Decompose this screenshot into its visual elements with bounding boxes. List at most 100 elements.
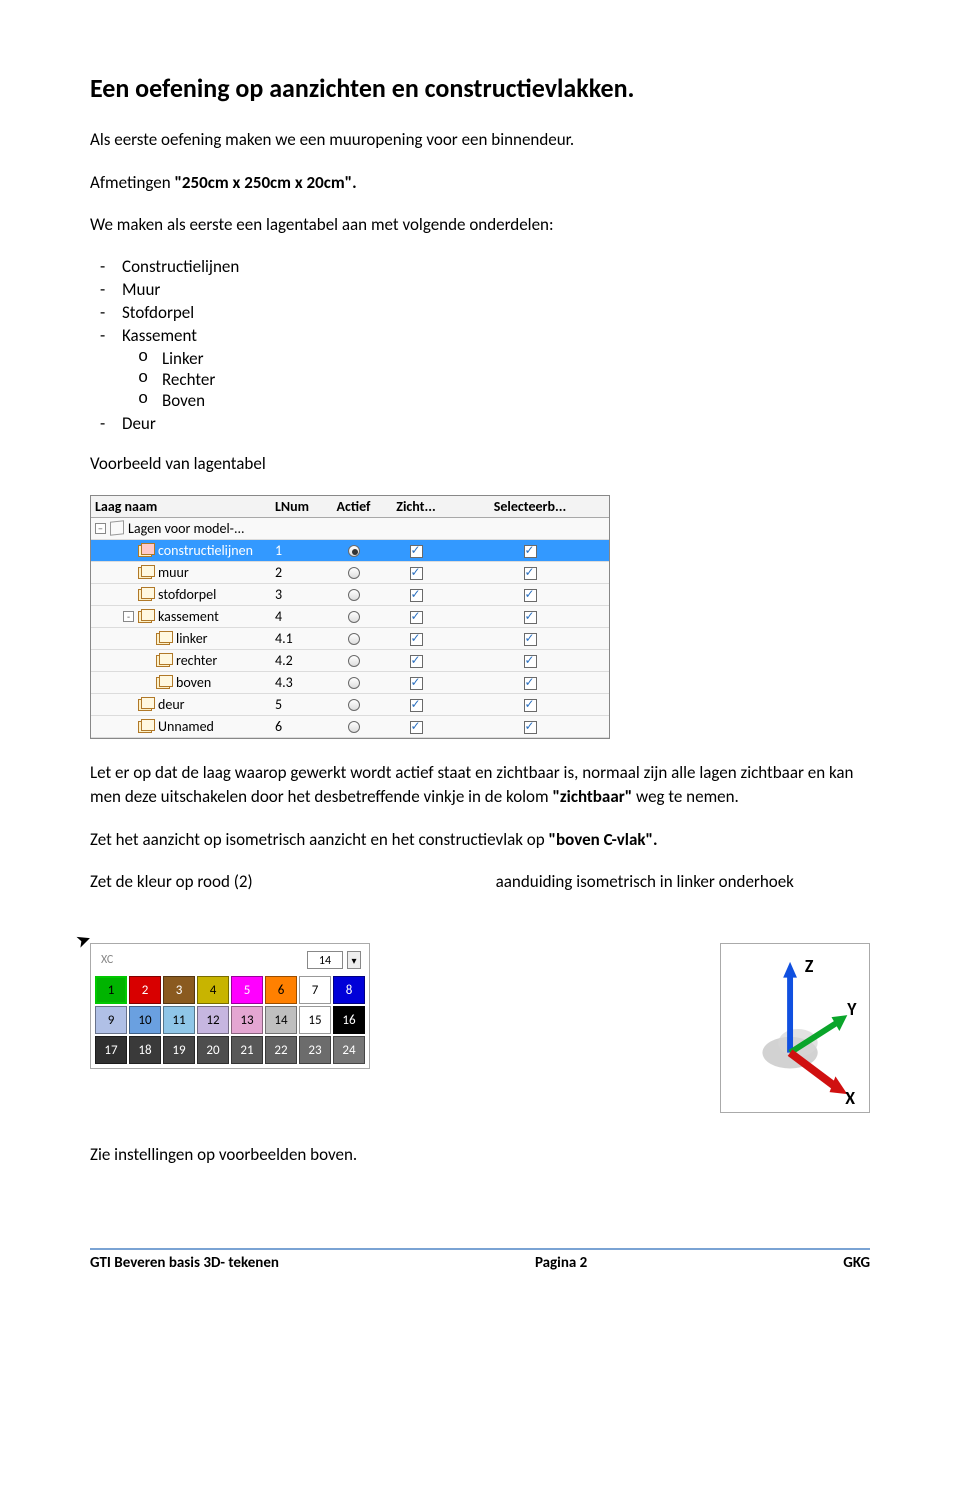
color-swatch-3[interactable]: 3 (163, 976, 195, 1004)
voorbeeld-label: Voorbeeld van lagentabel (90, 452, 870, 477)
color-swatch-17[interactable]: 17 (95, 1036, 127, 1064)
expander-icon[interactable]: − (95, 523, 106, 534)
table-header: Laag naam LNum Actief Zicht... Selecteer… (91, 496, 609, 518)
list-item: Kassement Linker Rechter Boven (122, 325, 870, 411)
color-swatch-15[interactable]: 15 (299, 1006, 331, 1034)
col-naam[interactable]: Laag naam (91, 498, 271, 515)
table-row[interactable]: …stofdorpel3 (91, 584, 609, 606)
iso-note: Zet het aanzicht op isometrisch aanzicht… (90, 828, 870, 853)
visible-checkbox[interactable] (410, 699, 423, 712)
table-row[interactable]: …linker4.1 (91, 628, 609, 650)
layer-note-a: Let er op dat de laag waarop gewerkt wor… (90, 762, 853, 808)
color-swatch-6[interactable]: 6 (265, 976, 297, 1004)
table-row[interactable]: …boven4.3 (91, 672, 609, 694)
layer-name: kassement (158, 608, 219, 625)
selectable-checkbox[interactable] (524, 699, 537, 712)
layer-icon (138, 566, 154, 578)
intro2-dimensions: "250cm x 250cm x 20cm". (174, 172, 356, 193)
color-swatch-11[interactable]: 11 (163, 1006, 195, 1034)
layer-lnum: 5 (271, 696, 326, 713)
color-swatch-10[interactable]: 10 (129, 1006, 161, 1034)
table-row[interactable]: -kassement4 (91, 606, 609, 628)
list-subitem: Linker (162, 348, 870, 369)
color-swatch-14[interactable]: 14 (265, 1006, 297, 1034)
selectable-checkbox[interactable] (524, 611, 537, 624)
color-swatch-19[interactable]: 19 (163, 1036, 195, 1064)
intro2-prefix: Afmetingen (90, 172, 174, 193)
color-swatch-2[interactable]: 2 (129, 976, 161, 1004)
dropdown-icon[interactable]: ▾ (347, 951, 361, 969)
list-subitem: Rechter (162, 369, 870, 390)
active-radio[interactable] (348, 699, 360, 711)
color-swatch-13[interactable]: 13 (231, 1006, 263, 1034)
current-color-field[interactable]: 14 (307, 951, 343, 969)
color-swatch-23[interactable]: 23 (299, 1036, 331, 1064)
visible-checkbox[interactable] (410, 545, 423, 558)
list-item: Stofdorpel (122, 302, 870, 323)
color-swatch-20[interactable]: 20 (197, 1036, 229, 1064)
visible-checkbox[interactable] (410, 633, 423, 646)
col-actief[interactable]: Actief (326, 498, 381, 515)
layer-lnum: 4.1 (271, 630, 326, 647)
active-radio[interactable] (348, 677, 360, 689)
color-swatch-21[interactable]: 21 (231, 1036, 263, 1064)
visible-checkbox[interactable] (410, 567, 423, 580)
selectable-checkbox[interactable] (524, 633, 537, 646)
table-row[interactable]: …constructielijnen1 (91, 540, 609, 562)
visible-checkbox[interactable] (410, 611, 423, 624)
layer-name: muur (158, 564, 189, 581)
color-swatch-9[interactable]: 9 (95, 1006, 127, 1034)
expander-icon[interactable]: - (123, 611, 134, 622)
visible-checkbox[interactable] (410, 589, 423, 602)
col-sel[interactable]: Selecteerb... (451, 498, 609, 515)
color-swatch-7[interactable]: 7 (299, 976, 331, 1004)
layer-name: deur (158, 696, 185, 713)
table-row[interactable]: …Unnamed6 (91, 716, 609, 738)
table-row[interactable]: …deur5 (91, 694, 609, 716)
xc-label: XC (101, 953, 113, 967)
active-radio[interactable] (348, 655, 360, 667)
color-swatch-24[interactable]: 24 (333, 1036, 365, 1064)
list-item: Muur (122, 279, 870, 300)
layer-icon (156, 632, 172, 644)
kleur-label: Zet de kleur op rood (2) (90, 870, 464, 895)
selectable-checkbox[interactable] (524, 545, 537, 558)
color-swatch-18[interactable]: 18 (129, 1036, 161, 1064)
selectable-checkbox[interactable] (524, 567, 537, 580)
layer-lnum: 4.2 (271, 652, 326, 669)
color-swatch-5[interactable]: 5 (231, 976, 263, 1004)
layer-icon (138, 720, 154, 732)
layer-name: stofdorpel (158, 586, 216, 603)
table-row[interactable]: …rechter4.2 (91, 650, 609, 672)
selectable-checkbox[interactable] (524, 655, 537, 668)
visible-checkbox[interactable] (410, 655, 423, 668)
active-radio[interactable] (348, 589, 360, 601)
color-swatch-4[interactable]: 4 (197, 976, 229, 1004)
list-item-label: Kassement (122, 325, 197, 346)
col-lnum[interactable]: LNum (271, 498, 326, 515)
col-zicht[interactable]: Zicht... (381, 498, 451, 515)
color-swatch-8[interactable]: 8 (333, 976, 365, 1004)
active-radio[interactable] (348, 721, 360, 733)
visible-checkbox[interactable] (410, 677, 423, 690)
selectable-checkbox[interactable] (524, 677, 537, 690)
table-root-row[interactable]: − Lagen voor model-... (91, 518, 609, 540)
active-radio[interactable] (348, 633, 360, 645)
color-swatch-22[interactable]: 22 (265, 1036, 297, 1064)
layer-name: rechter (176, 652, 217, 669)
color-swatch-12[interactable]: 12 (197, 1006, 229, 1034)
active-radio[interactable] (348, 545, 360, 557)
visible-checkbox[interactable] (410, 721, 423, 734)
active-radio[interactable] (348, 611, 360, 623)
layer-note-b: weg te nemen. (632, 786, 739, 807)
table-row[interactable]: …muur2 (91, 562, 609, 584)
list-item: Deur (122, 413, 870, 434)
color-swatch-1[interactable]: 1 (95, 976, 127, 1004)
selectable-checkbox[interactable] (524, 589, 537, 602)
layer-icon (156, 676, 172, 688)
axis-indicator: Z Y X (720, 943, 870, 1113)
active-radio[interactable] (348, 567, 360, 579)
iso-note-a: Zet het aanzicht op isometrisch aanzicht… (90, 829, 549, 850)
selectable-checkbox[interactable] (524, 721, 537, 734)
color-swatch-16[interactable]: 16 (333, 1006, 365, 1034)
